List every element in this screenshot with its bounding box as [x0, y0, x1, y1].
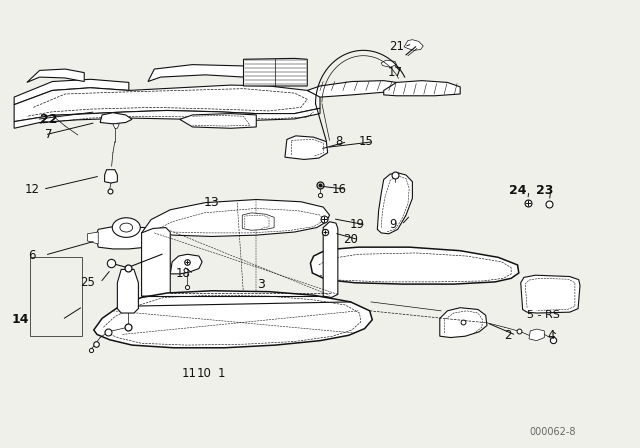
Text: 7: 7 [45, 129, 53, 142]
Polygon shape [323, 222, 338, 297]
Text: 6: 6 [28, 249, 36, 262]
Polygon shape [104, 170, 117, 183]
Text: 16: 16 [332, 183, 347, 196]
Polygon shape [243, 213, 274, 230]
Text: 4: 4 [547, 329, 554, 342]
Polygon shape [100, 113, 132, 124]
Polygon shape [14, 85, 320, 121]
Polygon shape [307, 81, 396, 97]
Polygon shape [381, 60, 396, 67]
Polygon shape [170, 254, 202, 274]
Text: 22: 22 [40, 113, 58, 126]
Text: 23: 23 [536, 184, 553, 197]
Text: 000062-8: 000062-8 [529, 427, 576, 437]
Circle shape [112, 218, 140, 237]
Text: 8: 8 [335, 135, 343, 148]
Text: 21: 21 [389, 40, 404, 53]
Polygon shape [244, 58, 307, 86]
Polygon shape [310, 247, 519, 284]
Polygon shape [529, 329, 544, 340]
Polygon shape [148, 65, 244, 82]
Polygon shape [27, 69, 84, 82]
Polygon shape [88, 232, 99, 244]
Text: 11: 11 [182, 366, 197, 379]
Text: 18: 18 [175, 267, 191, 280]
Text: 25: 25 [80, 276, 95, 289]
Polygon shape [440, 308, 487, 337]
Text: 14: 14 [12, 313, 29, 326]
Text: 10: 10 [196, 366, 211, 379]
Polygon shape [117, 269, 138, 313]
Polygon shape [378, 173, 412, 234]
Text: 5 - RS: 5 - RS [527, 310, 559, 320]
Text: 9: 9 [390, 218, 397, 231]
Polygon shape [141, 228, 170, 296]
Text: 20: 20 [343, 233, 358, 246]
Polygon shape [141, 199, 330, 237]
Polygon shape [180, 114, 256, 128]
Text: 2: 2 [504, 329, 512, 342]
Polygon shape [113, 124, 119, 128]
Text: 12: 12 [24, 183, 40, 196]
Text: 3: 3 [257, 278, 266, 291]
Polygon shape [521, 275, 580, 313]
Polygon shape [384, 81, 460, 96]
Polygon shape [404, 40, 423, 50]
Circle shape [120, 223, 132, 232]
Text: 13: 13 [204, 196, 220, 209]
Polygon shape [14, 108, 320, 128]
Bar [30, 257, 83, 336]
Text: 15: 15 [358, 135, 373, 148]
Polygon shape [94, 291, 372, 348]
Polygon shape [285, 136, 328, 159]
Text: 17: 17 [388, 66, 403, 79]
Text: 19: 19 [349, 218, 364, 231]
Polygon shape [96, 227, 154, 249]
Text: 24: 24 [509, 184, 526, 197]
Text: 1: 1 [218, 366, 225, 379]
Polygon shape [14, 79, 129, 105]
